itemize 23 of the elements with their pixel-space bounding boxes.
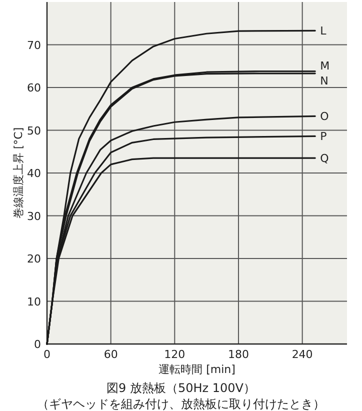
y-tick-label: 10 [27, 295, 41, 308]
x-tick-label: 60 [104, 348, 118, 361]
series-label: N [320, 74, 328, 88]
text: （ギヤヘッドを組み付け、放熱板に取り付けたとき） [37, 397, 325, 411]
x-tick-label: 120 [164, 348, 186, 361]
x-axis-title: 運転時間 [min] [158, 363, 236, 376]
y-axis-title: 巻線温度上昇 [°C] [12, 127, 25, 219]
x-tick-label: 180 [228, 348, 249, 361]
y-tick-label: 40 [27, 167, 41, 180]
x-tick-label: 0 [44, 348, 50, 361]
series-label: L [320, 24, 328, 38]
series-label: P [320, 130, 328, 144]
series-label: O [320, 110, 330, 124]
series-label: M [320, 59, 330, 72]
x-tick-label: 240 [292, 348, 313, 361]
y-tick-label: 60 [27, 82, 41, 94]
y-tick-label: 20 [27, 252, 41, 266]
text: 図9 放熱板（50Hz 100V） [106, 381, 256, 395]
y-tick-label: 30 [27, 210, 41, 223]
y-tick-label: 50 [27, 124, 41, 138]
series-label: Q [320, 152, 330, 166]
y-tick-label: 0 [34, 338, 41, 351]
y-tick-label: 70 [27, 38, 41, 52]
